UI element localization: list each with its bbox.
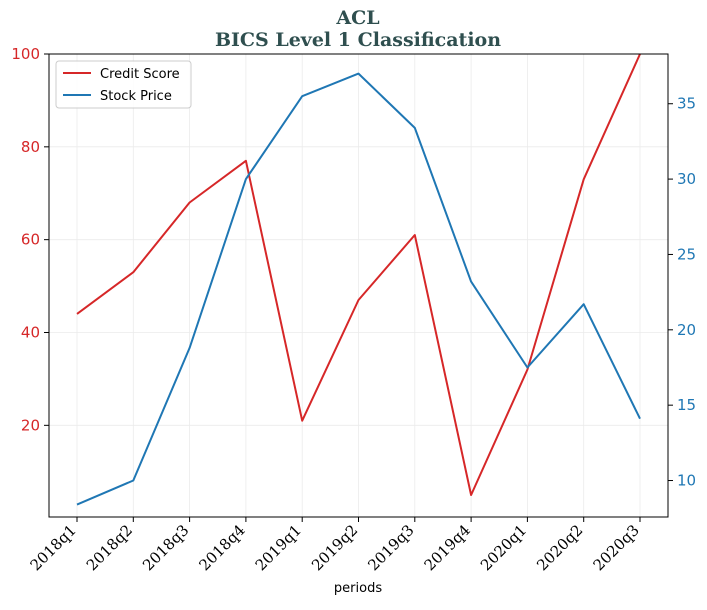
left-tick-label: 60	[21, 231, 40, 249]
left-axis: 20 40 60 80 100	[11, 45, 49, 434]
legend-label-credit-score: Credit Score	[100, 67, 180, 82]
right-tick-label: 35	[677, 95, 696, 113]
series-lines	[76, 53, 641, 506]
left-tick-label: 20	[21, 416, 40, 434]
chart-title: ACL	[335, 7, 379, 29]
right-tick-label: 20	[677, 321, 696, 339]
series-line-stock-price	[76, 72, 641, 506]
grid	[49, 53, 668, 517]
right-tick-label: 25	[677, 245, 696, 263]
legend: Credit Score Stock Price	[55, 60, 192, 109]
legend-label-stock-price: Stock Price	[100, 89, 172, 104]
x-axis-title: periods	[334, 581, 382, 596]
left-tick-label: 100	[11, 45, 40, 63]
left-tick-label: 80	[21, 138, 40, 156]
right-tick-label: 10	[677, 472, 696, 490]
right-axis: 10 15 20 25 30 35	[668, 95, 696, 490]
series-line-credit-score	[76, 53, 641, 496]
right-tick-label: 30	[677, 170, 696, 188]
chart-subtitle: BICS Level 1 Classification	[215, 29, 501, 51]
right-tick-label: 15	[677, 396, 696, 414]
left-tick-label: 40	[21, 323, 40, 341]
